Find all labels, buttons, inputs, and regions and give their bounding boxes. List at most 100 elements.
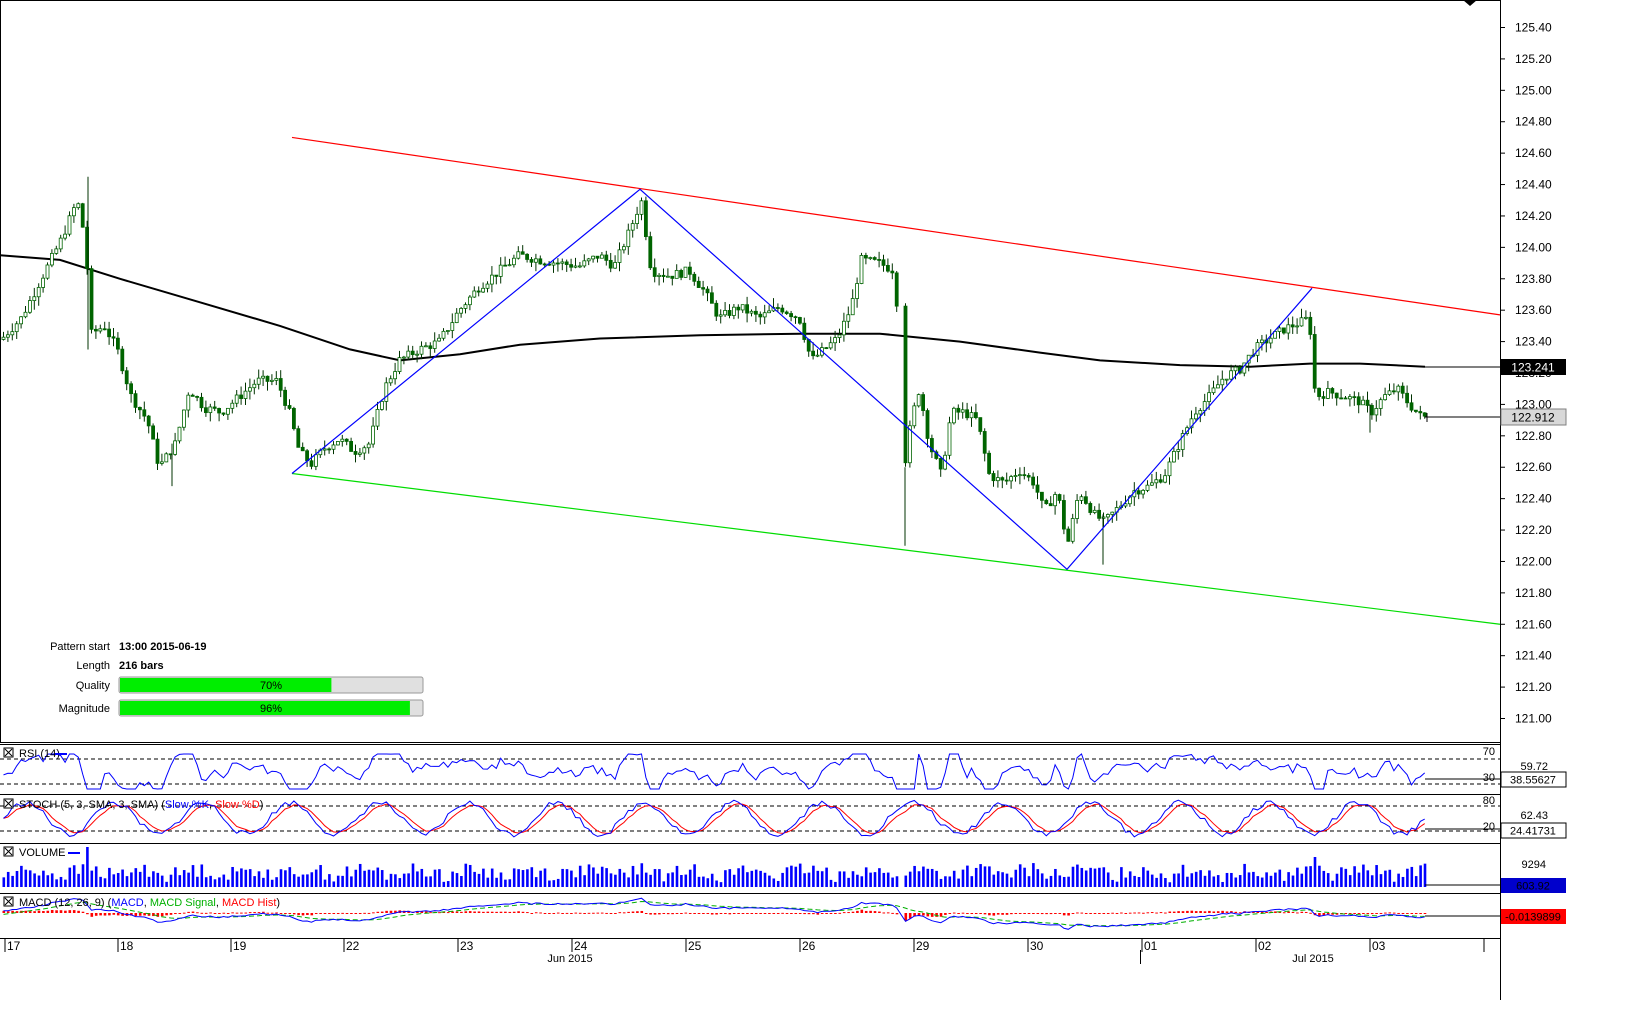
current-price-box (1500, 408, 1567, 426)
candle-body (1396, 385, 1401, 393)
volume-bar (1124, 877, 1128, 887)
macd-hist-bar (187, 911, 190, 913)
volume-bar (1318, 865, 1321, 887)
macd-hist-bar (473, 911, 476, 913)
macd-hist-bar (1032, 913, 1035, 914)
volume-bar (570, 870, 573, 887)
macd-hist-bar (174, 913, 177, 915)
date-tick-label: 25 (688, 939, 702, 953)
macd-hist-bar (886, 912, 890, 914)
date-tick-label: 22 (346, 939, 360, 953)
stoch-open-paren: ( (161, 799, 165, 811)
volume-value-box (1501, 878, 1566, 893)
macd-hist-bar (548, 913, 551, 914)
rsi-level-low-label: 30 (1483, 772, 1495, 784)
macd-hist-bar (644, 913, 648, 914)
candle-body (1145, 484, 1150, 491)
volume-bar (1230, 872, 1233, 887)
candle-body (80, 203, 85, 228)
quality-bar-text: 70% (260, 680, 282, 692)
macd-hist-bar (218, 913, 221, 914)
candle-body (696, 280, 701, 288)
candle-body (1370, 405, 1374, 416)
macd-hist-bar (297, 913, 300, 916)
macd-hist-bar (697, 913, 701, 914)
volume-bar (794, 866, 798, 887)
candle-body (181, 409, 186, 428)
macd-hist-bar (1397, 912, 1400, 914)
candle-body (978, 417, 983, 432)
volume-bar (200, 864, 204, 887)
candle-body (146, 415, 151, 427)
volume-bar (970, 876, 974, 887)
candle-body (252, 383, 257, 389)
volume-bar (1344, 868, 1348, 887)
volume-bar (697, 876, 701, 887)
price-tick-label: 121.40 (1515, 649, 1552, 663)
volume-bar (358, 863, 362, 887)
macd-hist-bar (913, 913, 916, 917)
volume-bar (724, 870, 727, 887)
volume-bar (455, 873, 459, 887)
volume-bar (420, 868, 424, 887)
macd-hist-bar (367, 912, 371, 914)
candle-body (767, 310, 771, 314)
volume-bar (1243, 863, 1246, 887)
macd-hist-bar (1357, 913, 1361, 915)
volume-bar (473, 871, 476, 887)
macd-hist-bar (323, 913, 327, 914)
volume-bar (644, 872, 648, 887)
macd-value-box (1501, 909, 1566, 924)
candle-body (63, 233, 67, 239)
candle-body (247, 387, 252, 392)
candle-body (393, 371, 398, 380)
volume-bar (552, 880, 556, 887)
candle-body (1304, 316, 1308, 319)
volume-bar (587, 864, 591, 887)
macd-hist-bar (319, 913, 322, 914)
volume-bar (983, 866, 987, 887)
candle-body (1392, 390, 1396, 393)
macd-hist-bar (77, 910, 80, 913)
stoch-title: STOCH (5, 3, SMA, 3, SMA) (19, 799, 158, 811)
candle-body (982, 431, 987, 454)
collapse-arrow-icon[interactable] (1463, 0, 1477, 6)
macd-hist-bar (930, 913, 934, 917)
volume-bar (891, 877, 894, 887)
candle-body (1229, 370, 1233, 380)
volume-bar (1080, 867, 1084, 887)
candle-body (586, 258, 591, 262)
candle-body (947, 422, 952, 456)
volume-bar (829, 879, 833, 887)
volume-bar (1260, 877, 1264, 887)
volume-bar (363, 870, 366, 887)
candle-body (155, 438, 160, 464)
candle-body (1172, 451, 1176, 463)
volume-bar (354, 869, 358, 887)
macd-hist-bar (288, 913, 292, 914)
candle-body (877, 259, 881, 261)
candle-body (467, 296, 472, 306)
rsi-value-label: 38.55627 (1510, 775, 1556, 787)
pattern-zigzag (291, 188, 1313, 571)
candle-body (652, 267, 657, 277)
macd-hist-bar (266, 912, 270, 914)
macd-hist-bar (820, 913, 824, 914)
macd-hist-bar (834, 913, 837, 914)
volume-bar (328, 874, 331, 887)
candle-body (1290, 324, 1295, 328)
macd-hist-bar (1252, 911, 1255, 913)
volume-bar (728, 869, 732, 887)
macd-hist-bar (948, 913, 952, 914)
candle-body (1418, 411, 1423, 414)
candle-body (410, 350, 415, 356)
volume-bar (561, 868, 564, 887)
macd-hist-bar (992, 913, 996, 916)
candle-body (111, 336, 116, 339)
macd-hist-bar (24, 910, 28, 913)
volume-bar (407, 873, 410, 887)
macd-hist-bar (715, 913, 718, 915)
macd-title: MACD (12, 26, 9) (19, 897, 105, 909)
candle-body (846, 314, 851, 322)
volume-bar (416, 871, 419, 887)
